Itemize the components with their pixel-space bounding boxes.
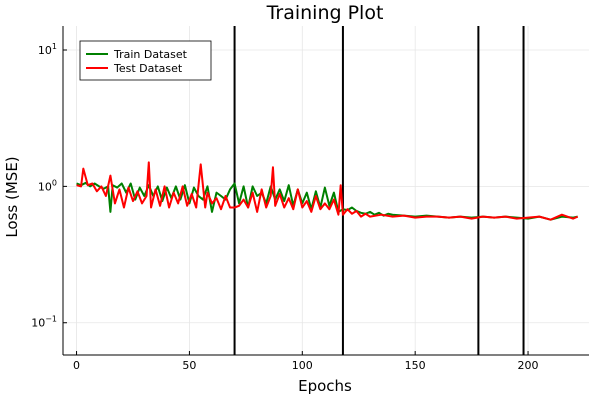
x-tick-label: 0: [73, 359, 80, 372]
x-tick-label: 50: [182, 359, 196, 372]
tick-labels: 0 50 100 150 200 10−1 100 101: [31, 42, 538, 372]
y-tick-label: 101: [38, 42, 57, 57]
y-tick-label: 10−1: [31, 315, 57, 330]
series-lines: [76, 161, 579, 221]
y-axis-title: Loss (MSE): [3, 156, 21, 237]
legend-box: [79, 40, 212, 81]
chart-title: Training Plot: [266, 2, 384, 24]
axes: [62, 26, 589, 356]
legend-label-train: Train Dataset: [113, 48, 188, 61]
legend: Train Dataset Test Dataset: [79, 40, 212, 81]
x-tick-label: 100: [292, 359, 313, 372]
vertical-markers: [233, 26, 525, 355]
legend-label-test: Test Dataset: [113, 62, 183, 75]
x-axis-title: Epochs: [298, 377, 352, 395]
y-tick-label: 100: [38, 178, 57, 193]
x-tick-label: 150: [405, 359, 426, 372]
test-series-line: [76, 161, 579, 221]
x-tick-label: 200: [518, 359, 539, 372]
